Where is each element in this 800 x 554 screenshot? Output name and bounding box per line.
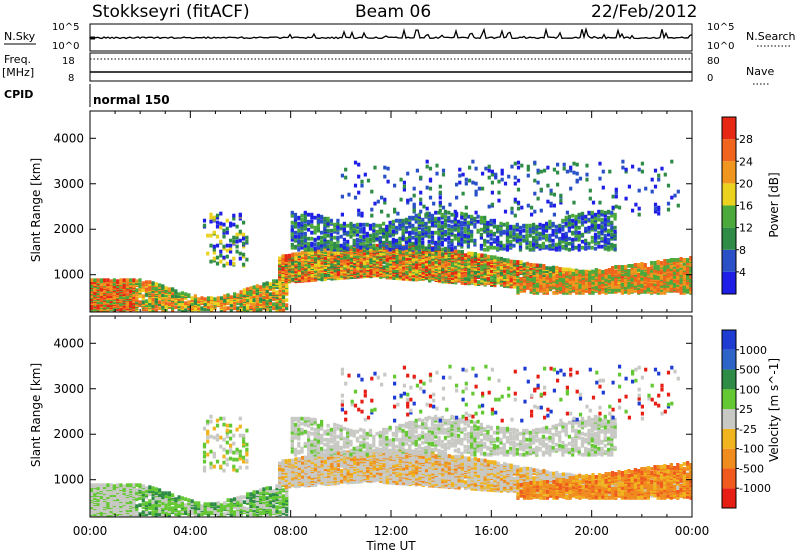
ytick-label: 1000: [53, 268, 84, 282]
velocity-heatmap: [90, 364, 693, 518]
colorbar-swatch: [722, 409, 736, 429]
nave-tick-bottom: 0: [707, 73, 713, 84]
nsky-label: N.Sky: [4, 30, 36, 43]
colorbar-swatch: [722, 389, 736, 410]
date-title: 22/Feb/2012: [591, 2, 697, 22]
colorbar-tick-label: 20: [739, 177, 753, 190]
nsky-tick-top: 10^5: [52, 22, 79, 33]
nsearch-label: N.Search: [746, 30, 796, 43]
colorbar-swatch: [722, 227, 736, 250]
colorbar-swatch: [722, 330, 736, 350]
freq-label-line1: Freq.: [4, 53, 31, 66]
velocity-colorbar: -1000 -500 -100 -25 25 100 500 1000: [721, 329, 771, 509]
nave-tick-top: 80: [707, 56, 720, 67]
colorbar-tick-label: 8: [739, 244, 746, 257]
ytick-label: 2000: [53, 222, 84, 236]
colorbar-tick-label: 1000: [739, 344, 767, 357]
nsearch-tick-top: 10^5: [707, 22, 734, 33]
nave-label: Nave: [746, 65, 774, 78]
cpid-label: CPID: [4, 88, 33, 101]
xtick-label: 00:00: [675, 524, 710, 538]
colorbar-swatch: [722, 161, 736, 184]
colorbar-tick-label: -100: [739, 443, 764, 456]
nsearch-tick-bottom: 10^0: [707, 41, 734, 52]
ytick-label: 3000: [53, 177, 84, 191]
time-axis-label: Time UT: [365, 539, 416, 553]
colorbar-tick-label: 25: [739, 403, 753, 416]
colorbar-swatch: [722, 249, 736, 272]
colorbar-swatch: [722, 139, 736, 162]
colorbar-swatch: [722, 183, 736, 206]
ytick-label: 3000: [53, 382, 84, 396]
power-colorbar-label: Power [dB]: [767, 172, 781, 237]
colorbar-swatch: [722, 488, 736, 508]
power-colorbar: 4 8 12 16 20 24 28: [721, 116, 753, 295]
nsky-trace: [89, 26, 693, 40]
colorbar-swatch: [722, 349, 736, 370]
xtick-label: 12:00: [374, 524, 409, 538]
colorbar-tick-label: 24: [739, 155, 753, 168]
beam-title: Beam 06: [355, 2, 431, 22]
colorbar-swatch: [722, 271, 736, 294]
velocity-colorbar-label: Velocity [m s^-1]: [767, 358, 781, 462]
xtick-label: 20:00: [574, 524, 609, 538]
ytick-label: 1000: [53, 473, 84, 487]
freq-label-line2: [MHz]: [2, 66, 34, 79]
freq-frame: [89, 52, 693, 82]
ytick-label: 2000: [53, 427, 84, 441]
colorbar-tick-label: -500: [739, 462, 764, 475]
velocity-ylabel: Slant Range [km]: [29, 363, 43, 467]
colorbar-tick-label: 4: [739, 266, 746, 279]
ytick-label: 4000: [53, 336, 84, 350]
colorbar-tick-label: 28: [739, 133, 753, 146]
colorbar-tick-label: 16: [739, 200, 753, 213]
power-panel: 1000 2000 3000 4000 Slant Range [km] 4 8 12 16…: [29, 110, 781, 313]
colorbar-tick-label: -25: [739, 423, 757, 436]
colorbar-tick-label: 100: [739, 383, 760, 396]
colorbar-swatch: [722, 117, 736, 140]
colorbar-tick-label: 12: [739, 222, 753, 235]
nsky-strip: N.Sky 10^5 10^0 10^5 10^0 N.Search: [4, 22, 796, 52]
freq-tick-top: 18: [62, 56, 75, 67]
xtick-label: 08:00: [273, 524, 308, 538]
cpid-mode: normal 150: [93, 93, 170, 107]
xtick-label: 00:00: [73, 524, 108, 538]
time-axis: 00:00 04:00 08:00 12:00 16:00 20:00 00:00: [73, 524, 710, 538]
velocity-axes: 1000 2000 3000 4000: [53, 316, 693, 517]
colorbar-tick-label: 500: [739, 364, 760, 377]
freq-strip: Freq. [MHz] 18 8 80 0 Nave: [2, 52, 774, 85]
colorbar-swatch: [722, 468, 736, 489]
power-heatmap: [90, 159, 693, 313]
freq-tick-bottom: 8: [68, 73, 74, 84]
xtick-label: 16:00: [474, 524, 509, 538]
colorbar-swatch: [722, 205, 736, 228]
colorbar-swatch: [722, 369, 736, 390]
ytick-label: 4000: [53, 131, 84, 145]
power-ylabel: Slant Range [km]: [29, 158, 43, 262]
power-axes: 1000 2000 3000 4000: [53, 111, 693, 312]
station-title: Stokkseyri (fitACF): [92, 2, 250, 22]
colorbar-swatch: [722, 448, 736, 469]
xtick-label: 04:00: [173, 524, 208, 538]
colorbar-swatch: [722, 428, 736, 449]
colorbar-tick-label: -1000: [739, 482, 771, 495]
nsky-tick-bottom: 10^0: [52, 41, 79, 52]
